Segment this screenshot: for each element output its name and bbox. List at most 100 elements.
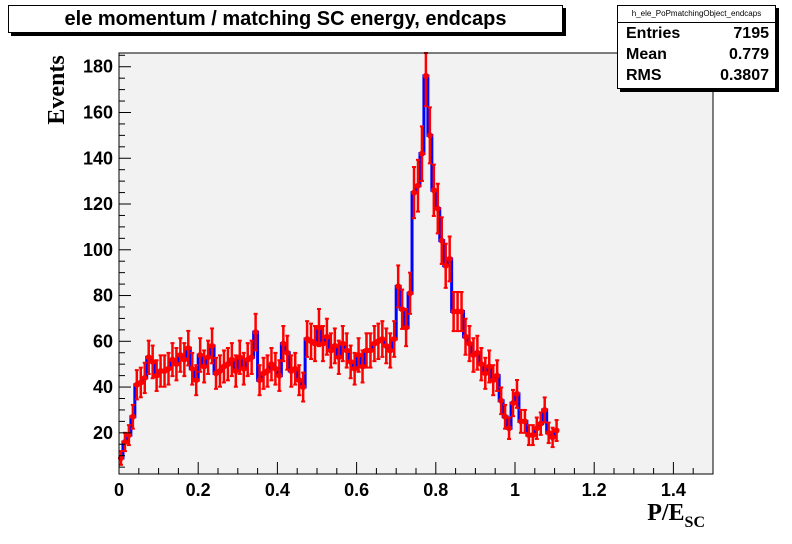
data-point — [137, 366, 144, 399]
data-point — [383, 327, 390, 365]
data-point — [541, 396, 548, 424]
data-marker — [411, 189, 418, 196]
x-axis-label: P/ESC — [647, 500, 705, 531]
data-point — [355, 337, 362, 373]
data-marker — [347, 358, 354, 365]
x-tick-label: 0 — [114, 480, 124, 500]
data-point — [442, 242, 449, 289]
y-tick-label: 100 — [83, 240, 113, 260]
data-point — [553, 419, 560, 443]
data-point — [418, 125, 425, 182]
data-marker — [541, 406, 548, 413]
data-marker — [367, 347, 374, 354]
x-tick-label: 0.6 — [344, 480, 369, 500]
data-point — [288, 354, 295, 388]
stats-label: Entries — [626, 24, 681, 42]
data-point — [446, 235, 453, 283]
data-marker — [327, 347, 334, 354]
data-marker — [379, 336, 386, 343]
data-point — [201, 349, 208, 384]
data-point — [494, 359, 501, 392]
stats-value: 0.3807 — [720, 66, 769, 84]
data-point — [129, 403, 136, 430]
data-point — [327, 332, 334, 369]
data-point — [371, 325, 378, 363]
data-point — [272, 351, 279, 386]
data-point — [228, 342, 235, 378]
data-marker — [387, 347, 394, 354]
data-marker — [513, 390, 520, 397]
data-marker — [403, 324, 410, 331]
data-marker — [446, 255, 453, 262]
data-marker — [418, 150, 425, 157]
data-marker — [486, 363, 493, 370]
data-marker — [292, 365, 299, 372]
data-point — [264, 354, 271, 388]
data-marker — [141, 374, 148, 381]
y-tick-label: 80 — [93, 286, 113, 306]
data-marker — [153, 372, 160, 379]
data-marker — [426, 132, 433, 139]
chart-title: ele momentum / matching SC energy, endca… — [8, 5, 563, 33]
data-point — [426, 106, 433, 165]
data-point — [387, 332, 394, 369]
data-point — [545, 421, 552, 445]
data-marker — [300, 384, 307, 391]
stats-box: h_ele_PoPmatchingObject_endcaps Entries … — [617, 5, 776, 89]
data-point — [331, 327, 338, 365]
chart-title-text: ele momentum / matching SC energy, endca… — [64, 7, 507, 30]
data-point — [232, 354, 239, 388]
data-point — [205, 339, 212, 375]
data-point — [411, 165, 418, 220]
data-marker — [232, 368, 239, 375]
stats-label: RMS — [626, 66, 662, 84]
data-point — [486, 349, 493, 384]
data-point — [549, 426, 556, 449]
data-marker — [414, 182, 421, 189]
data-marker — [343, 347, 350, 354]
data-point — [498, 386, 505, 416]
data-marker — [256, 377, 263, 384]
data-marker — [494, 372, 501, 379]
data-marker — [137, 379, 144, 386]
data-marker — [359, 363, 366, 370]
data-marker — [331, 342, 338, 349]
data-point — [125, 424, 132, 447]
data-marker — [248, 354, 255, 361]
data-marker — [201, 363, 208, 370]
data-marker — [129, 413, 136, 420]
data-marker — [355, 352, 362, 359]
data-marker — [296, 377, 303, 384]
x-tick-label: 0.8 — [423, 480, 448, 500]
x-axis-label-main: P/E — [647, 500, 684, 526]
data-point — [300, 371, 307, 403]
data-marker — [240, 365, 247, 372]
data-point — [315, 307, 322, 348]
data-marker — [466, 340, 473, 347]
data-point — [276, 359, 283, 392]
stats-row-rms: RMS 0.3807 — [618, 65, 775, 86]
data-point — [185, 329, 192, 367]
data-marker — [284, 349, 291, 356]
data-marker — [545, 429, 552, 436]
data-point — [224, 346, 231, 382]
y-tick-label: 160 — [83, 102, 113, 122]
data-point — [414, 158, 421, 213]
data-marker — [319, 340, 326, 347]
x-tick-label: 1 — [510, 480, 520, 500]
data-marker — [315, 324, 322, 331]
data-point — [240, 351, 247, 386]
data-marker — [506, 425, 513, 432]
data-marker — [173, 361, 180, 368]
data-marker — [177, 352, 184, 359]
data-point — [379, 320, 386, 358]
data-point — [351, 351, 358, 386]
data-marker — [422, 72, 429, 79]
data-marker — [549, 434, 556, 441]
data-point — [466, 325, 473, 363]
y-tick-label: 140 — [83, 148, 113, 168]
data-marker — [189, 365, 196, 372]
data-point — [268, 346, 275, 382]
data-point — [181, 342, 188, 378]
data-point — [236, 339, 243, 375]
